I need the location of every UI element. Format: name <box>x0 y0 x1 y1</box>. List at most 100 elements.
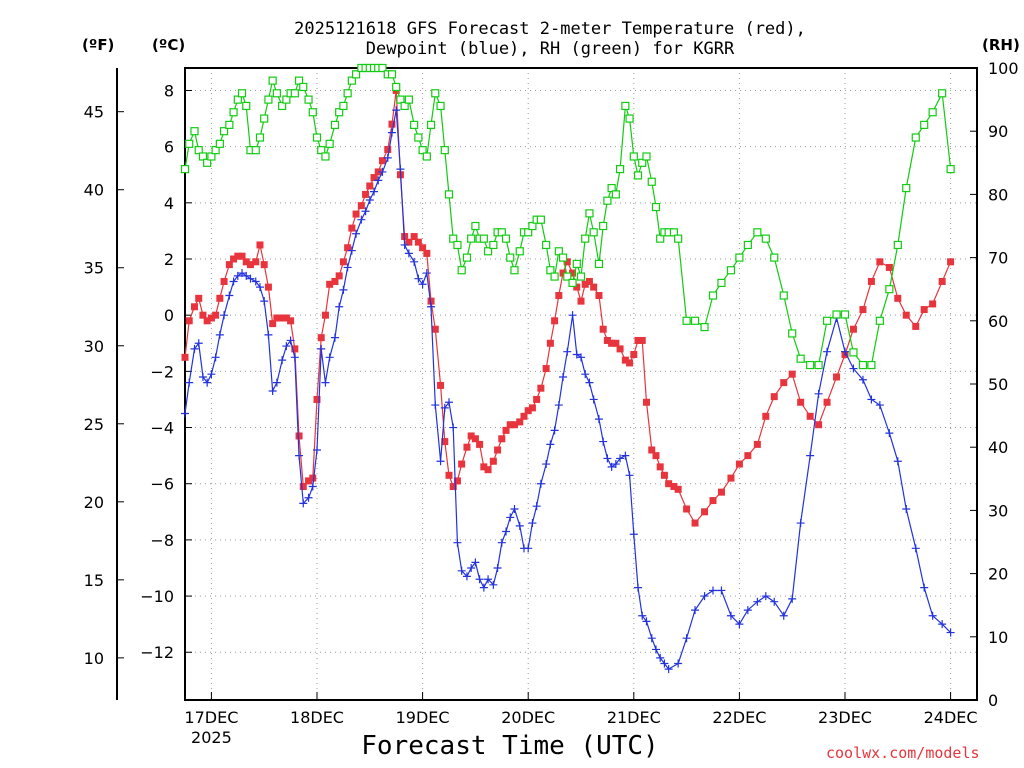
dewpoint-point <box>603 454 612 463</box>
dewpoint-point <box>528 519 537 528</box>
rh-point <box>726 266 736 275</box>
dewpoint-point <box>414 274 423 283</box>
rh-point <box>814 360 823 370</box>
temperature-point <box>234 252 242 260</box>
rh-point <box>902 183 911 193</box>
dewpoint-point <box>502 527 511 536</box>
rh-point <box>501 234 511 243</box>
rh-point <box>682 316 691 325</box>
dewpoint-point <box>392 106 401 115</box>
temperature-point <box>449 483 457 491</box>
dewpoint-point <box>361 207 370 216</box>
rh-tick-label: 100 <box>988 59 1019 78</box>
temperature-point <box>859 306 867 314</box>
dewpoint-point <box>493 563 502 572</box>
rh-point <box>471 221 480 231</box>
rh-point <box>198 152 208 161</box>
rh-point <box>911 133 920 142</box>
temperature-point <box>555 292 563 300</box>
temperature-point <box>542 365 550 373</box>
rh-point <box>278 101 287 111</box>
temperature-point <box>246 261 254 269</box>
dewpoint-point <box>550 426 559 435</box>
temperature-point <box>256 241 264 249</box>
rh-point <box>938 89 947 98</box>
temperature-point <box>744 452 752 460</box>
temperature-point <box>238 252 246 260</box>
x-axis-title: Forecast Time (UTC) <box>361 731 659 761</box>
x-tick-label: 24DEC <box>924 708 978 727</box>
temperature-point <box>506 421 514 429</box>
dewpoint-point <box>229 277 238 286</box>
temperature-point <box>317 334 325 342</box>
rh-point <box>426 120 436 129</box>
celsius-tick-label: 6 <box>164 138 174 157</box>
fahrenheit-tick-label: 45 <box>84 103 104 122</box>
dewpoint-point <box>343 263 352 272</box>
rh-point <box>625 114 634 123</box>
dewpoint-point <box>440 403 449 412</box>
dewpoint-point <box>211 353 220 362</box>
temperature-point <box>199 311 207 319</box>
rh-point <box>638 158 647 167</box>
dewpoint-point <box>198 372 207 381</box>
temperature-point <box>638 336 646 344</box>
temperature-point <box>569 269 577 277</box>
dewpoint-point <box>788 594 797 603</box>
rh-point <box>546 266 555 275</box>
celsius-unit-label: (ºC) <box>152 36 186 54</box>
temperature-point <box>573 283 581 291</box>
rh-tick-label: 20 <box>988 565 1008 584</box>
dewpoint-point <box>215 330 224 339</box>
fahrenheit-tick-label: 35 <box>84 259 104 278</box>
temperature-point <box>551 317 559 325</box>
dewpoint-point <box>770 597 779 606</box>
temperature-point <box>185 317 193 325</box>
temperature-point <box>616 345 624 353</box>
rh-point <box>207 152 216 161</box>
dewpoint-point <box>321 378 330 387</box>
rh-point <box>264 95 273 104</box>
temperature-point <box>735 460 743 468</box>
rh-point <box>335 108 344 117</box>
rh-point <box>190 127 199 136</box>
temperature-point <box>362 190 370 198</box>
rh-point <box>603 196 612 205</box>
rh-point <box>351 70 361 79</box>
dewpoint-point <box>634 583 643 592</box>
fahrenheit-tick-label: 10 <box>84 649 104 668</box>
dewpoint-point <box>418 280 427 289</box>
dewpoint-point <box>524 544 533 553</box>
dewpoint-point <box>238 269 247 278</box>
dewpoint-point <box>536 479 545 488</box>
temperature-point <box>427 297 435 305</box>
dewpoint-point <box>190 344 199 353</box>
rh-point <box>194 146 203 155</box>
rh-point <box>462 253 472 262</box>
dewpoint-point <box>400 240 409 249</box>
dewpoint-point <box>445 398 453 407</box>
temperature-point <box>414 238 422 246</box>
rh-unit-label: (RH) <box>982 36 1020 54</box>
rh-point <box>885 285 894 294</box>
rh-point <box>347 76 356 85</box>
dewpoint-point <box>664 665 673 674</box>
temperature-point <box>630 351 638 359</box>
dewpoint-point <box>282 342 291 351</box>
dewpoint-point <box>875 401 884 410</box>
dewpoint-point <box>290 353 299 362</box>
dewpoint-point <box>796 519 805 528</box>
dewpoint-point <box>621 451 630 460</box>
dewpoint-point <box>638 611 647 620</box>
rh-tick-label: 60 <box>988 312 1008 331</box>
temperature-point <box>595 292 603 300</box>
temperature-point <box>603 336 611 344</box>
dewpoint-point <box>347 246 356 255</box>
dewpoint-point <box>383 153 392 162</box>
temperature-point <box>453 477 461 485</box>
temperature-point <box>806 412 814 420</box>
temperature-point <box>335 272 343 280</box>
temperature-point <box>929 300 937 308</box>
temperature-point <box>612 339 620 347</box>
celsius-tick-label: −4 <box>150 419 174 438</box>
